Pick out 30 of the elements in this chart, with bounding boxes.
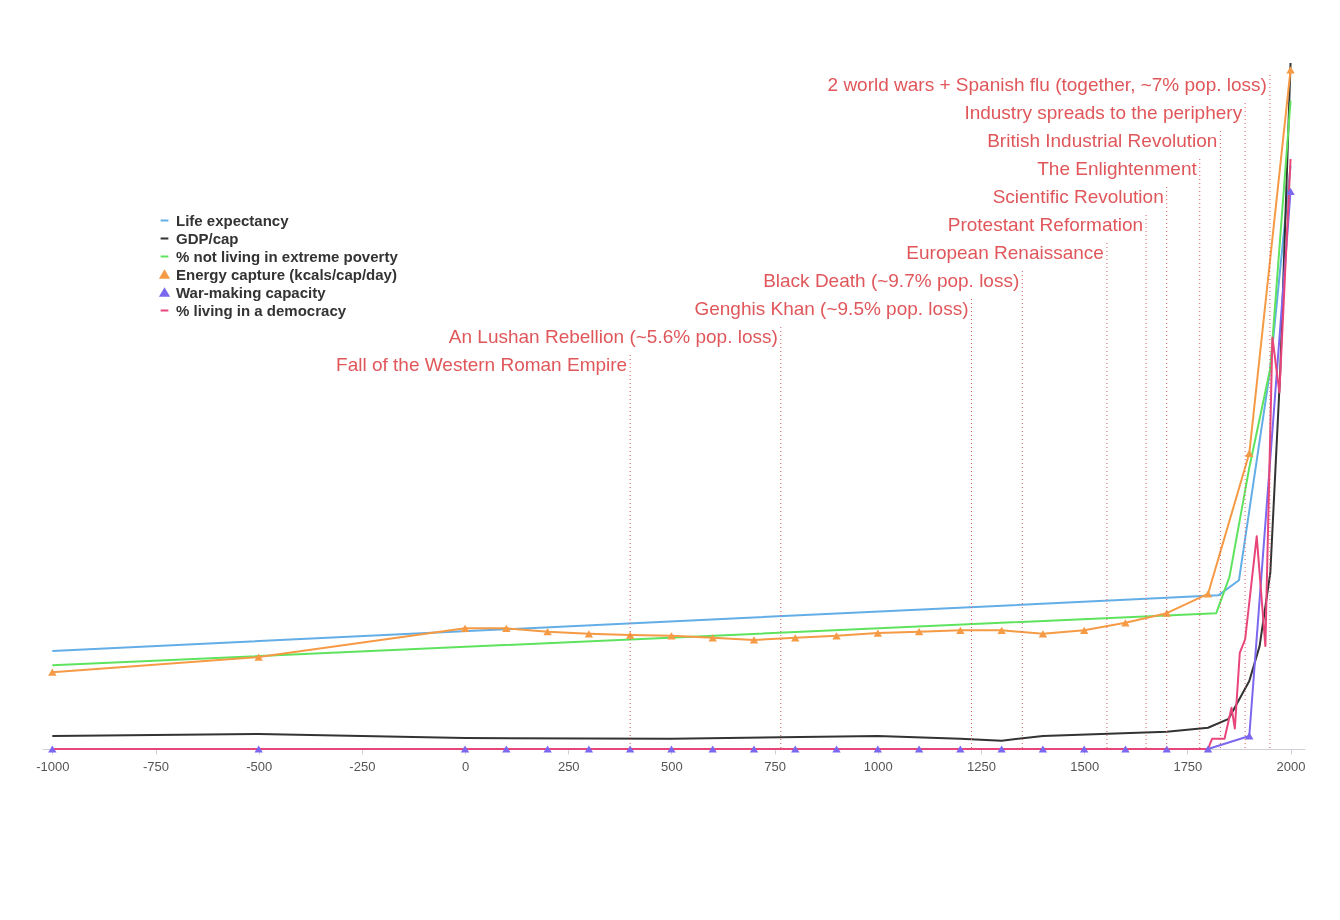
- legend-label: % not living in extreme poverty: [176, 247, 399, 265]
- legend-label: Energy capture (kcals/cap/day): [176, 265, 397, 283]
- x-tick-label: -250: [349, 758, 376, 774]
- legend-label: GDP/cap: [176, 229, 239, 247]
- x-tick-label: 1500: [1070, 758, 1100, 774]
- x-tick-label: -500: [246, 758, 273, 774]
- ref-line-label: The Enlightenment: [1037, 158, 1198, 179]
- ref-line-label: European Renaissance: [906, 242, 1104, 263]
- ref-line-label: Genghis Khan (~9.5% pop. loss): [694, 298, 969, 319]
- ref-line-label: An Lushan Rebellion (~5.6% pop. loss): [448, 326, 778, 347]
- legend-label: % living in a democracy: [176, 301, 347, 319]
- ref-line-label: Industry spreads to the periphery: [964, 102, 1243, 123]
- x-tick-label: 0: [461, 758, 470, 774]
- x-tick-label: 750: [764, 758, 786, 774]
- x-tick-label: 2000: [1276, 758, 1306, 774]
- ref-line-label: 2 world wars + Spanish flu (together, ~7% pop. loss): [827, 74, 1267, 95]
- ref-line-label: British Industrial Revolution: [987, 130, 1218, 151]
- x-tick-label: 250: [557, 758, 580, 774]
- x-tick-label: 1750: [1173, 758, 1203, 774]
- legend-label: War-making capacity: [176, 283, 327, 301]
- ref-line-label: Protestant Reformation: [947, 214, 1144, 235]
- x-tick-label: 500: [661, 758, 683, 774]
- x-tick-label: 1000: [863, 758, 893, 774]
- x-tick-label: -750: [142, 758, 170, 774]
- legend-label: Life expectancy: [176, 211, 290, 229]
- ref-line-label: Scientific Revolution: [992, 186, 1164, 207]
- ref-line-label: Black Death (~9.7% pop. loss): [763, 270, 1020, 291]
- x-tick-label: 1250: [967, 758, 996, 774]
- x-tick-label: -1000: [36, 758, 70, 774]
- ref-line-label: Fall of the Western Roman Empire: [336, 354, 628, 375]
